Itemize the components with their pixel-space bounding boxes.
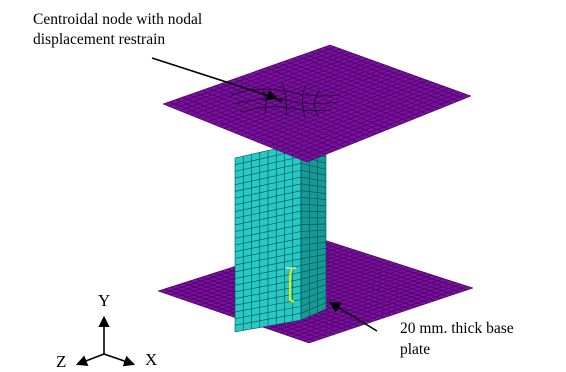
mesh-line	[273, 83, 439, 149]
mesh-line	[234, 70, 401, 134]
mesh-line	[185, 52, 352, 114]
mesh-line	[300, 278, 327, 287]
top-plate-mesh	[162, 44, 472, 163]
support-marker	[289, 267, 295, 303]
coordinate-triad	[75, 315, 136, 367]
mesh-line	[190, 54, 358, 116]
mesh-line	[300, 169, 327, 176]
mesh-line	[234, 306, 302, 319]
triad-y-label: Y	[98, 291, 111, 310]
triad-x-label: X	[145, 350, 158, 369]
mesh-line	[234, 190, 302, 206]
mesh-line	[300, 260, 327, 266]
mesh-line	[279, 278, 444, 334]
mesh-line	[300, 272, 327, 280]
mesh-line	[257, 78, 423, 143]
z-axis-arrow	[75, 353, 105, 367]
mesh-line	[234, 217, 302, 232]
mesh-line	[300, 235, 327, 239]
mesh-line	[300, 190, 327, 194]
mesh-line	[179, 50, 347, 111]
mesh-line	[279, 85, 444, 152]
mesh-line	[300, 247, 327, 253]
mesh-line	[234, 244, 302, 259]
bottom-annotation-line1: 20 mm. thick base	[400, 320, 514, 337]
mesh-line	[300, 197, 327, 200]
mesh-line	[268, 82, 434, 147]
triad-z-label: Z	[56, 352, 67, 371]
mesh-line	[234, 176, 302, 192]
mesh-line	[234, 210, 302, 226]
mesh-line	[285, 280, 450, 336]
mesh-line	[303, 285, 468, 342]
top-annotation-arrow	[151, 57, 279, 101]
mesh-line	[300, 302, 327, 314]
mesh-line	[308, 287, 474, 344]
mesh-line	[300, 266, 327, 273]
mesh-line	[306, 95, 472, 163]
mesh-line	[300, 183, 327, 188]
mesh-line	[201, 58, 369, 120]
mesh-line	[297, 283, 462, 340]
mesh-line	[223, 66, 390, 129]
mesh-line	[274, 276, 439, 332]
x-axis-arrow	[103, 353, 136, 367]
mesh-line	[234, 319, 302, 333]
mesh-line	[245, 74, 412, 138]
column	[234, 142, 327, 333]
mesh-line	[300, 163, 327, 170]
mesh-line	[300, 241, 327, 246]
mesh-line	[229, 68, 396, 132]
mesh-line	[295, 91, 461, 158]
mesh-line	[234, 299, 302, 313]
mesh-line	[251, 76, 417, 140]
bottom-annotation-arrow	[329, 301, 378, 332]
column-mesh	[234, 142, 327, 333]
mesh-line	[300, 223, 327, 225]
mesh-line	[300, 284, 327, 294]
mesh-line	[300, 254, 327, 260]
mesh-line	[207, 60, 374, 123]
top-plate	[162, 44, 472, 163]
top-annotation-line2: displacement restrain	[33, 31, 166, 48]
mesh-line	[291, 282, 456, 338]
distorted-mesh-region	[229, 83, 341, 119]
top-annotation-line1: Centroidal node with nodal	[33, 11, 203, 28]
mesh-line	[234, 231, 302, 246]
mesh-line	[301, 93, 466, 161]
mesh-line	[234, 183, 302, 199]
mesh-line	[168, 46, 336, 107]
mesh-line	[234, 258, 302, 273]
mesh-line	[300, 296, 327, 307]
mesh-line	[300, 290, 327, 300]
mesh-line	[240, 72, 407, 136]
bottom-annotation-line2: plate	[400, 341, 431, 358]
mesh-line	[162, 44, 331, 105]
mesh-line	[262, 80, 428, 145]
mesh-line	[196, 56, 363, 118]
centroidal-node	[278, 98, 282, 102]
mesh-line	[234, 224, 302, 239]
mesh-line	[234, 251, 302, 266]
mesh-line	[234, 169, 302, 186]
mesh-line	[234, 197, 302, 212]
mesh-line	[234, 163, 302, 179]
mesh-line	[300, 203, 327, 206]
mesh-line	[173, 48, 341, 109]
mesh-line	[234, 238, 302, 252]
mesh-line	[234, 156, 302, 172]
mesh-line	[218, 64, 385, 127]
mesh-line	[300, 210, 327, 213]
mesh-line	[290, 89, 455, 156]
mesh-line	[300, 308, 327, 321]
mesh-line	[284, 87, 450, 154]
mesh-line	[300, 229, 327, 232]
mesh-line	[300, 176, 327, 182]
mesh-line	[234, 312, 302, 326]
mesh-line	[234, 203, 302, 219]
